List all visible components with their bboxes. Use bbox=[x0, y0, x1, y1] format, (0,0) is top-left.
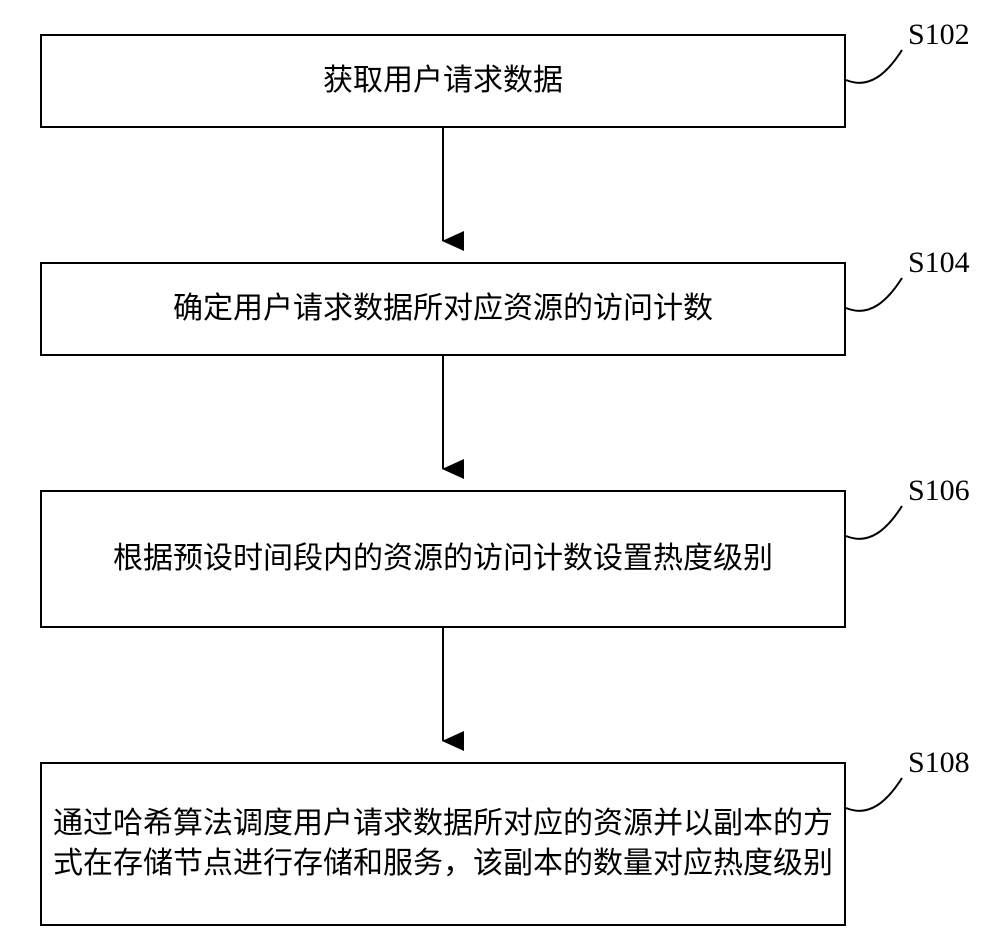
label-connector bbox=[846, 506, 902, 539]
node-text: 获取用户请求数据 bbox=[323, 61, 563, 102]
node-text: 根据预设时间段内的资源的访问计数设置热度级别 bbox=[113, 539, 773, 580]
flowchart-node: 通过哈希算法调度用户请求数据所对应的资源并以副本的方式在存储节点进行存储和服务，… bbox=[40, 762, 846, 926]
flowchart-canvas: 获取用户请求数据确定用户请求数据所对应资源的访问计数根据预设时间段内的资源的访问… bbox=[0, 0, 1000, 939]
node-text: 通过哈希算法调度用户请求数据所对应的资源并以副本的方式在存储节点进行存储和服务，… bbox=[52, 804, 834, 885]
label-connector bbox=[846, 778, 902, 811]
flowchart-node: 获取用户请求数据 bbox=[40, 34, 846, 128]
label-connector bbox=[846, 50, 902, 83]
step-label: S104 bbox=[908, 246, 970, 280]
step-label: S106 bbox=[908, 474, 970, 508]
step-label: S108 bbox=[908, 746, 970, 780]
node-text: 确定用户请求数据所对应资源的访问计数 bbox=[173, 289, 713, 330]
label-connector bbox=[846, 278, 902, 311]
flowchart-node: 根据预设时间段内的资源的访问计数设置热度级别 bbox=[40, 490, 846, 628]
flowchart-node: 确定用户请求数据所对应资源的访问计数 bbox=[40, 262, 846, 356]
step-label: S102 bbox=[908, 18, 970, 52]
